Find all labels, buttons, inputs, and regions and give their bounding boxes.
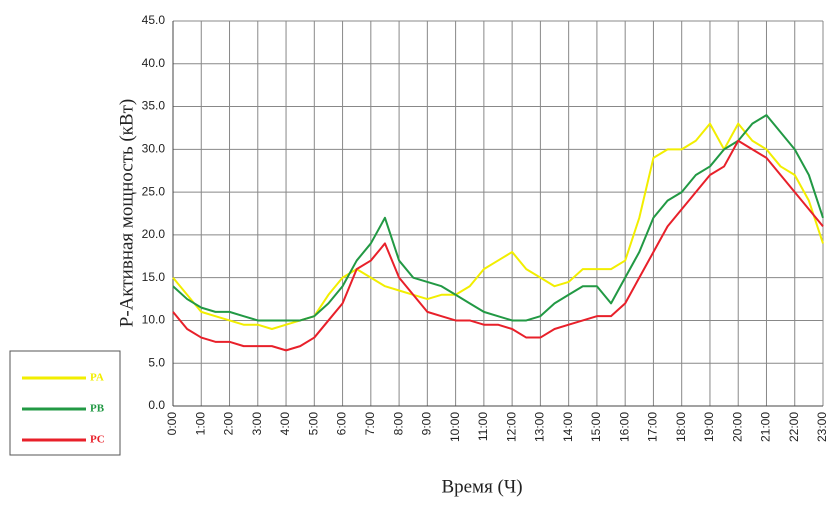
- x-tick-label: 22:00: [787, 412, 801, 442]
- x-tick-label: 10:00: [448, 412, 462, 442]
- series-line: [172, 114, 824, 322]
- x-tick-label: 12:00: [504, 412, 518, 442]
- x-tick-label: 2:00: [222, 412, 236, 436]
- y-tick-label: 45.0: [142, 13, 166, 27]
- x-tick-label: 6:00: [335, 412, 349, 436]
- x-tick-label: 7:00: [363, 412, 377, 436]
- x-tick-label: 19:00: [702, 412, 716, 442]
- x-tick-label: 3:00: [250, 412, 264, 436]
- x-tick-label: 0:00: [165, 412, 179, 436]
- y-tick-label: 20.0: [142, 227, 166, 241]
- legend-label: PC: [90, 434, 105, 446]
- y-tick-label: 25.0: [142, 184, 166, 198]
- x-tick-label: 23:00: [815, 412, 829, 442]
- x-tick-label: 16:00: [617, 412, 631, 442]
- x-tick-label: 21:00: [759, 412, 773, 442]
- y-tick-label: 15.0: [142, 270, 166, 284]
- y-tick-label: 35.0: [142, 99, 166, 113]
- x-tick-label: 8:00: [391, 412, 405, 436]
- x-tick-label: 1:00: [193, 412, 207, 436]
- x-tick-label: 13:00: [533, 412, 547, 442]
- x-tick-label: 15:00: [589, 412, 603, 442]
- y-tick-label: 30.0: [142, 142, 166, 156]
- series-line: [172, 122, 824, 330]
- x-tick-label: 11:00: [476, 412, 490, 441]
- y-axis-label: P-Активная мощность (кВт): [116, 99, 137, 327]
- y-tick-label: 5.0: [148, 355, 165, 369]
- legend-label: PB: [90, 403, 105, 415]
- x-tick-label: 18:00: [674, 412, 688, 442]
- series-line: [172, 139, 824, 352]
- x-axis-label: Время (Ч): [441, 476, 522, 497]
- x-tick-label: 9:00: [420, 412, 434, 436]
- x-tick-label: 14:00: [561, 412, 575, 442]
- x-tick-label: 17:00: [646, 412, 660, 442]
- x-tick-label: 5:00: [306, 412, 320, 436]
- legend-label: PA: [90, 372, 104, 384]
- y-tick-label: 40.0: [142, 56, 166, 70]
- y-tick-label: 0.0: [148, 398, 165, 412]
- x-tick-label: 20:00: [730, 412, 744, 442]
- legend-box: [9, 350, 121, 456]
- x-tick-label: 4:00: [278, 412, 292, 436]
- y-tick-label: 10.0: [142, 313, 166, 327]
